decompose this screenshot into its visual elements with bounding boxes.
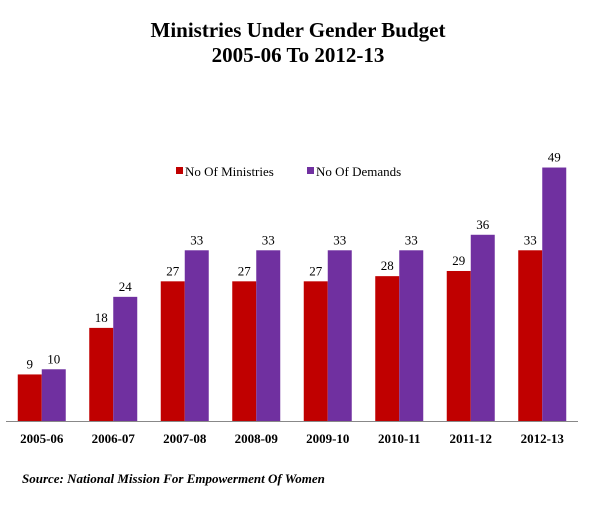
x-tick-label-2008-09: 2008-09 xyxy=(235,431,279,446)
data-label-demands-2010-11: 33 xyxy=(405,232,418,247)
data-label-ministries-2006-07: 18 xyxy=(95,310,108,325)
chart-title: Ministries Under Gender Budget 2005-06 T… xyxy=(0,18,596,68)
x-axis-ticks: 2005-06 2006-07 2007-08 2008-09 2009-10 2010-… xyxy=(20,431,564,446)
x-tick-label-2007-08: 2007-08 xyxy=(163,431,207,446)
bar-demands-2012-13 xyxy=(542,167,567,421)
data-label-ministries-2005-06: 9 xyxy=(27,356,34,371)
x-tick-label-2011-12: 2011-12 xyxy=(449,431,492,446)
bar-ministries-2010-11 xyxy=(375,276,400,421)
bar-ministries-2009-10 xyxy=(303,281,328,421)
bar-ministries-2007-08 xyxy=(160,281,185,421)
data-label-demands-2009-10: 33 xyxy=(333,232,346,247)
bar-demands-2008-09 xyxy=(256,250,281,421)
bar-demands-2005-06 xyxy=(41,369,66,421)
bar-demands-2011-12 xyxy=(470,234,495,421)
data-label-ministries-2012-13: 33 xyxy=(524,232,537,247)
bar-ministries-2011-12 xyxy=(446,270,471,421)
bar-demands-2009-10 xyxy=(327,250,352,421)
legend-swatch-demands xyxy=(307,167,314,174)
bar-ministries-2006-07 xyxy=(89,327,114,421)
x-tick-label-2012-13: 2012-13 xyxy=(521,431,565,446)
bar-ministries-2005-06 xyxy=(17,374,42,421)
x-tick-label-2010-11: 2010-11 xyxy=(378,431,421,446)
data-label-demands-2011-12: 36 xyxy=(476,217,490,232)
data-label-demands-2012-13: 49 xyxy=(548,150,561,165)
legend: No Of Ministries No Of Demands xyxy=(176,164,401,179)
legend-label-ministries: No Of Ministries xyxy=(185,164,274,179)
legend-swatch-ministries xyxy=(176,167,183,174)
data-label-ministries-2010-11: 28 xyxy=(381,258,394,273)
bars-group xyxy=(17,167,567,421)
bar-demands-2006-07 xyxy=(113,296,138,421)
chart-title-line-2: 2005-06 To 2012-13 xyxy=(211,43,385,67)
data-label-ministries-2007-08: 27 xyxy=(166,263,180,278)
source-note: Source: National Mission For Empowerment… xyxy=(22,471,325,486)
chart-title-line-1: Ministries Under Gender Budget xyxy=(150,18,446,42)
data-label-demands-2005-06: 10 xyxy=(47,351,60,366)
bar-ministries-2012-13 xyxy=(518,250,543,421)
data-label-demands-2007-08: 33 xyxy=(190,232,203,247)
data-label-demands-2008-09: 33 xyxy=(262,232,275,247)
bar-demands-2010-11 xyxy=(399,250,424,421)
x-tick-label-2005-06: 2005-06 xyxy=(20,431,64,446)
data-label-ministries-2009-10: 27 xyxy=(309,263,323,278)
data-labels-group: 9 10 18 24 27 33 27 33 27 33 28 33 29 36 33 49 xyxy=(27,150,561,372)
data-label-ministries-2011-12: 29 xyxy=(452,253,465,268)
data-label-ministries-2008-09: 27 xyxy=(238,263,252,278)
data-label-demands-2006-07: 24 xyxy=(119,279,133,294)
bar-ministries-2008-09 xyxy=(232,281,257,421)
x-tick-label-2006-07: 2006-07 xyxy=(92,431,136,446)
x-tick-label-2009-10: 2009-10 xyxy=(306,431,349,446)
bar-demands-2007-08 xyxy=(184,250,209,421)
legend-label-demands: No Of Demands xyxy=(316,164,401,179)
